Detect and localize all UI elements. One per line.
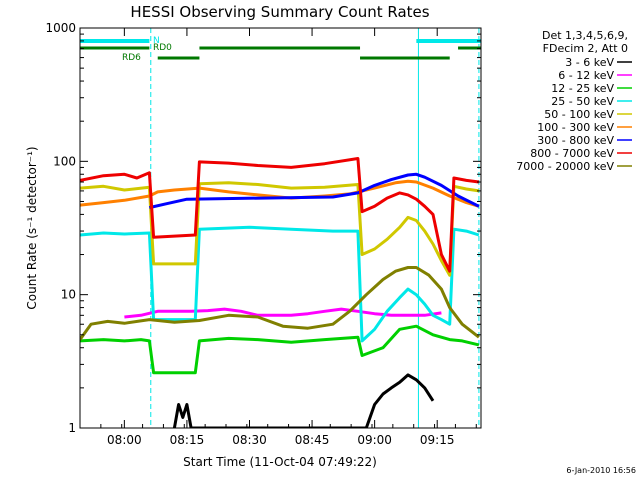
- series-line-7: [80, 157, 480, 273]
- x-tick-label-5: 09:15: [420, 433, 455, 447]
- x-tick-label-2: 08:30: [232, 433, 267, 447]
- y-tick-label-0: 1: [68, 421, 76, 435]
- x-tick-label-1: 08:15: [170, 433, 205, 447]
- marker-n-label: N: [153, 36, 160, 46]
- series-line-1: [124, 307, 442, 319]
- plot-frame: [79, 27, 482, 429]
- series-line-3: [80, 225, 480, 343]
- legend-label-5: 100 - 300 keV: [537, 121, 614, 134]
- legend-label-6: 300 - 800 keV: [537, 134, 614, 147]
- series-lines: [80, 157, 480, 428]
- legend-header-0: Det 1,3,4,5,6,9,: [542, 29, 628, 42]
- y-tick-label-3: 1000: [45, 21, 76, 35]
- x-tick-label-0: 08:00: [107, 433, 142, 447]
- series-line-0: [172, 373, 435, 428]
- x-tick-label-3: 08:45: [295, 433, 330, 447]
- legend-label-8: 7000 - 20000 keV: [516, 160, 614, 173]
- y-axis-label: Count Rate (s⁻¹ detector⁻¹): [25, 146, 39, 309]
- x-tick-label-4: 09:00: [357, 433, 392, 447]
- axes: 08:00 08:15 08:30 08:45 09:00 09:15 1 10 100 1000: [45, 21, 481, 447]
- series-line-4: [80, 181, 480, 277]
- chart-title: HESSI Observing Summary Count Rates: [130, 3, 429, 21]
- legend-label-1: 6 - 12 keV: [558, 69, 614, 82]
- legend-label-4: 50 - 100 keV: [544, 108, 614, 121]
- marker-rd6-label: RD6: [122, 53, 141, 63]
- y-tick-label-2: 100: [53, 154, 76, 168]
- legend: Det 1,3,4,5,6,9,FDecim 2, Att 03 - 6 keV…: [516, 29, 632, 173]
- series-line-6: [149, 172, 480, 210]
- legend-label-2: 12 - 25 keV: [551, 82, 614, 95]
- footer-date: 6-Jan-2010 16:56: [566, 466, 636, 475]
- legend-header-1: FDecim 2, Att 0: [543, 42, 628, 55]
- marker-rd0-label: RD0: [153, 43, 172, 53]
- x-axis-label: Start Time (11-Oct-04 07:49:22): [183, 455, 377, 469]
- legend-label-3: 25 - 50 keV: [551, 95, 614, 108]
- series-line-2: [80, 324, 480, 375]
- legend-label-0: 3 - 6 keV: [565, 56, 614, 69]
- legend-label-7: 800 - 7000 keV: [530, 147, 614, 160]
- y-tick-label-1: 10: [61, 288, 76, 302]
- series-line-8: [80, 266, 480, 341]
